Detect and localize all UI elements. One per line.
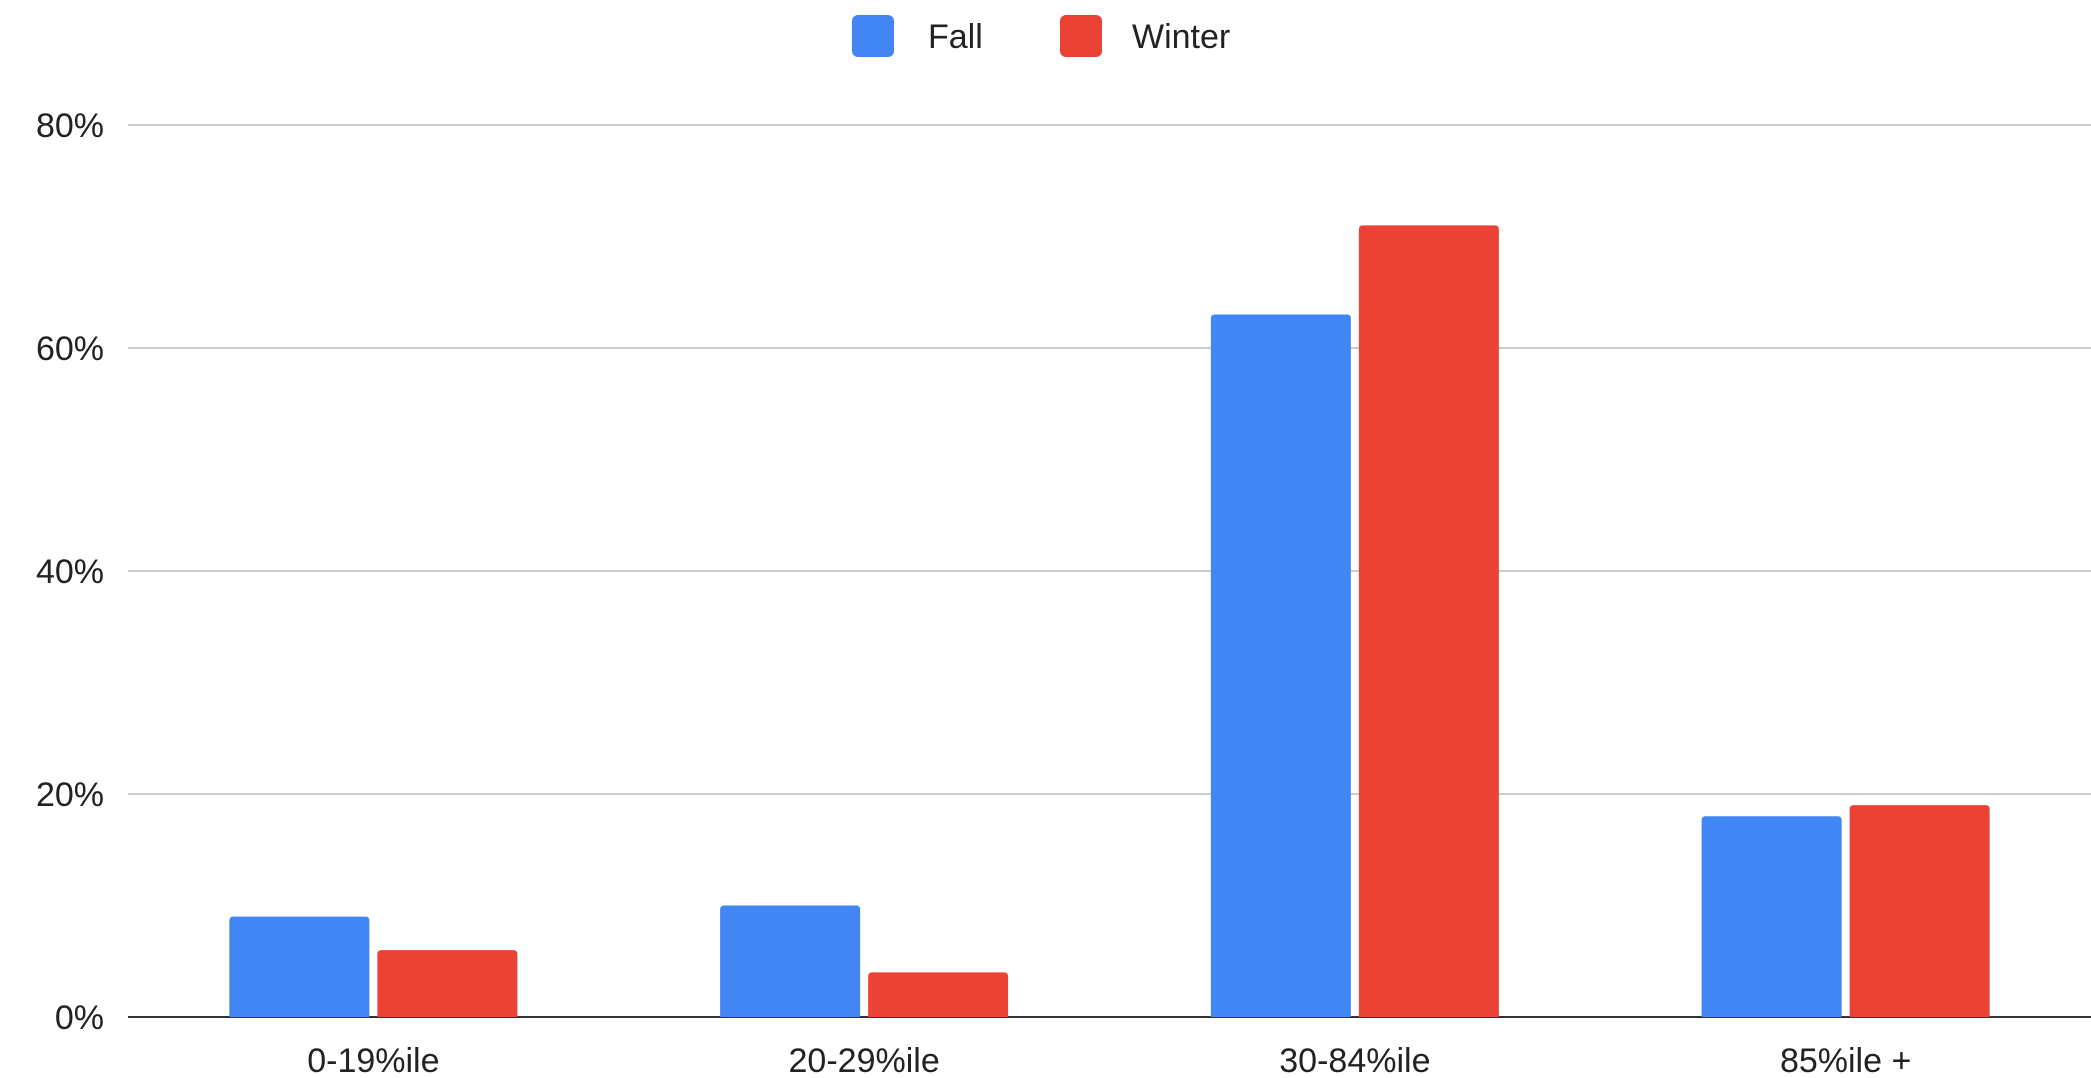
chart-legend: Fall Winter <box>852 15 1230 57</box>
bar-winter-2 <box>868 972 1009 1017</box>
y-tick-label: 0% <box>55 999 104 1037</box>
x-tick-label: 30-84%ile <box>1279 1042 1430 1078</box>
legend-swatch-fall <box>852 15 894 57</box>
x-tick-label: 20-29%ile <box>789 1042 940 1078</box>
legend-label-winter: Winter <box>1132 18 1230 56</box>
bar-fall-1 <box>229 916 370 1017</box>
bar-winter-3 <box>1358 225 1499 1018</box>
bar-fall-2 <box>720 905 861 1017</box>
bar-winter-1 <box>377 950 518 1017</box>
bar-fall-4 <box>1701 816 1842 1017</box>
bar-winter-4 <box>1849 805 1990 1017</box>
legend-label-fall: Fall <box>928 18 983 56</box>
x-axis-tick-labels: 0-19%ile 20-29%ile 30-84%ile 85%ile + <box>307 1042 1911 1078</box>
y-tick-label: 40% <box>36 553 104 591</box>
legend-swatch-winter <box>1060 15 1102 57</box>
y-tick-label: 20% <box>36 776 104 814</box>
bar-marks <box>229 225 1990 1018</box>
y-tick-label: 80% <box>36 107 104 145</box>
y-tick-label: 60% <box>36 330 104 368</box>
y-axis-tick-labels: 0% 20% 40% 60% 80% <box>36 107 104 1037</box>
x-tick-label: 0-19%ile <box>307 1042 439 1078</box>
x-tick-label: 85%ile + <box>1780 1042 1911 1078</box>
bar-fall-3 <box>1210 314 1351 1017</box>
